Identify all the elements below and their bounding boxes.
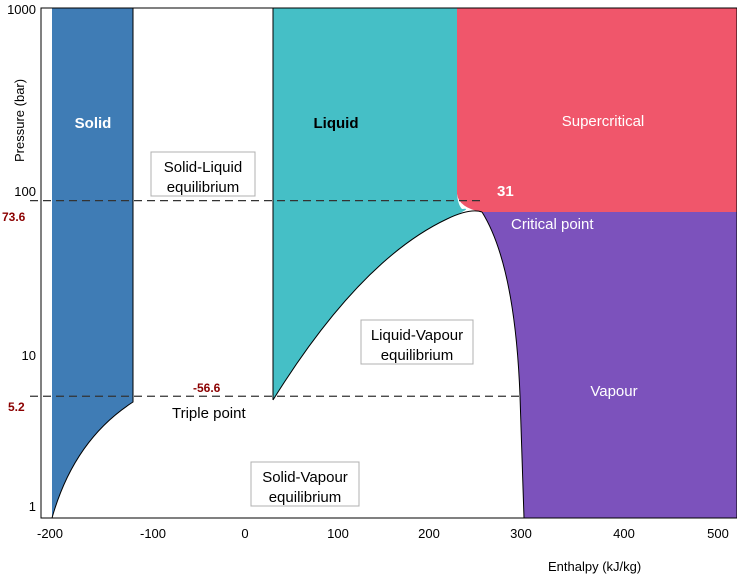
region-label-solid-vapour-equilibrium-line-2: equilibrium — [269, 489, 342, 506]
critical-point-label: Critical point — [511, 216, 594, 233]
region-supercritical-area — [457, 8, 737, 212]
triple-temperature-label: -56.6 — [193, 381, 221, 395]
region-label-supercritical: Supercritical — [562, 113, 645, 130]
region-vapour-area — [482, 212, 737, 518]
y-tick-labels: 1 10 100 1000 — [7, 2, 36, 514]
plot-border — [40, 7, 737, 519]
region-label-liquid-vapour-equilibrium: Liquid-Vapour equilibrium — [360, 319, 474, 365]
region-label-liquid-vapour-equilibrium-box — [360, 319, 474, 365]
triple-point-label: Triple point — [172, 405, 246, 422]
x-tick--100: -100 — [140, 526, 166, 541]
y-tick-100: 100 — [14, 184, 36, 199]
x-tick-0: 0 — [241, 526, 248, 541]
x-tick-400: 400 — [613, 526, 635, 541]
region-label-solid-vapour-equilibrium-box — [250, 461, 360, 507]
plot-frame — [40, 7, 737, 519]
x-tick-200: 200 — [418, 526, 440, 541]
x-tick--200: -200 — [37, 526, 63, 541]
reference-lines-layer — [30, 199, 520, 397]
pressure-label-73-6: 73.6 — [2, 210, 26, 224]
region-label-solid: Solid — [75, 115, 112, 132]
y-tick-1000: 1000 — [7, 2, 36, 17]
region-label-vapour: Vapour — [590, 383, 637, 400]
region-label-liquid: Liquid — [314, 115, 359, 132]
region-label-solid-liquid-equilibrium-line-1: Solid-Liquid — [164, 159, 242, 176]
region-labels-layer: Solid Liquid Supercritical Vapour Solid-Liqu… — [75, 113, 645, 507]
regions-layer — [51, 8, 737, 519]
region-label-solid-liquid-equilibrium: Solid-Liquid equilibrium — [150, 151, 256, 197]
x-axis-title: Enthalpy (kJ/kg) — [548, 559, 641, 574]
x-tick-500: 500 — [707, 526, 729, 541]
region-label-solid-liquid-equilibrium-line-2: equilibrium — [167, 179, 240, 196]
y-axis-title: Pressure (bar) — [12, 79, 27, 162]
region-label-solid-liquid-equilibrium-box — [150, 151, 256, 197]
pressure-label-5-2: 5.2 — [8, 400, 25, 414]
phase-boundary-vapour — [481, 211, 525, 519]
phase-boundary-liquid — [272, 8, 483, 401]
y-tick-1: 1 — [29, 499, 36, 514]
phase-boundary-solid — [51, 8, 134, 519]
x-tick-100: 100 — [327, 526, 349, 541]
region-label-solid-vapour-equilibrium: Solid-Vapour equilibrium — [250, 461, 360, 507]
x-tick-300: 300 — [510, 526, 532, 541]
region-label-liquid-vapour-equilibrium-line-2: equilibrium — [381, 347, 454, 364]
region-label-liquid-vapour-equilibrium-line-1: Liquid-Vapour — [371, 327, 463, 344]
x-tick-labels: -200 -100 0 100 200 300 400 500 — [37, 526, 729, 541]
region-label-solid-vapour-equilibrium-line-1: Solid-Vapour — [262, 469, 348, 486]
critical-temperature-label: 31 — [497, 183, 514, 200]
region-solid-area — [52, 8, 133, 518]
y-tick-10: 10 — [22, 348, 36, 363]
region-liquid-area — [273, 8, 467, 400]
